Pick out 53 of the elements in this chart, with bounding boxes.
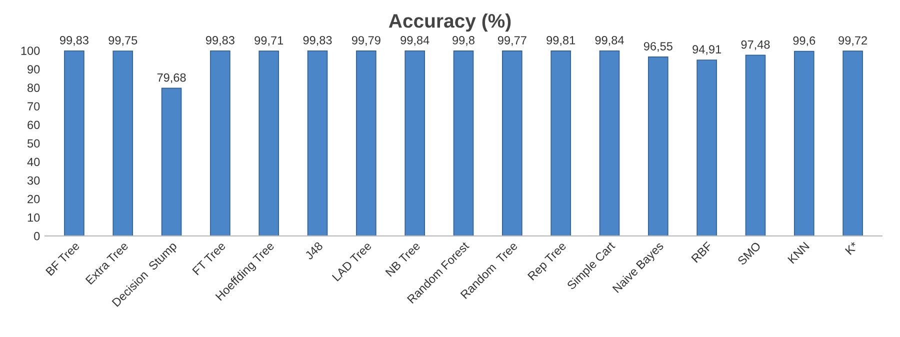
bar (696, 60, 717, 236)
data-label: 99,71 (254, 36, 284, 46)
y-tick-label: 80 (28, 84, 40, 92)
bar (258, 50, 279, 236)
x-tick-label: LAD Tree (332, 241, 372, 282)
bar (745, 54, 766, 236)
y-tick-label: 70 (28, 102, 40, 111)
data-label: 79,68 (157, 73, 186, 84)
bar (112, 50, 134, 236)
data-label: 99,75 (108, 36, 138, 46)
data-label: 99,72 (838, 36, 867, 46)
x-tick-label: FT Tree (192, 241, 226, 276)
y-tick-label: 50 (27, 139, 40, 148)
x-tick-label: K* (844, 241, 859, 255)
data-label: 94,91 (692, 45, 722, 55)
data-label: 99,83 (206, 36, 234, 46)
bar (599, 50, 620, 236)
y-tick-label: 60 (28, 120, 40, 130)
bar (794, 50, 814, 236)
data-label: 99,79 (352, 36, 380, 46)
y-tick-label: 0 (34, 232, 40, 240)
bar (550, 50, 571, 236)
bar (356, 50, 376, 236)
y-tick-label: 30 (27, 176, 40, 185)
y-tick-label: 10 (28, 213, 40, 222)
bar (648, 56, 668, 236)
data-label: 96,55 (644, 42, 672, 52)
bar (453, 50, 474, 236)
bar (404, 50, 425, 236)
bar (64, 50, 84, 236)
x-tick-label: NB Tree (385, 241, 421, 277)
data-label: 99,83 (60, 36, 88, 46)
bar (842, 50, 863, 236)
x-tick-label: J48 (304, 241, 324, 260)
data-label: 99,6 (793, 36, 816, 46)
data-label: 99,83 (303, 36, 332, 46)
bar (161, 88, 182, 236)
data-label: 99,84 (595, 36, 624, 46)
x-tick-label: BF Tree (46, 241, 80, 276)
y-tick-label: 20 (28, 194, 40, 204)
bar (210, 50, 230, 236)
x-tick-label: Rep Tree (527, 241, 568, 282)
data-label: 99,77 (498, 36, 526, 46)
y-tick-label: 100 (21, 46, 40, 55)
y-tick-label: 90 (28, 65, 40, 74)
bar (502, 50, 522, 236)
data-label: 99,84 (400, 36, 430, 46)
data-label: 97,48 (741, 40, 770, 50)
data-label: 99,81 (546, 36, 576, 46)
data-label: 99,8 (452, 36, 474, 46)
chart-title: Accuracy (%) (388, 13, 511, 32)
bar (307, 50, 328, 236)
y-tick-label: 40 (27, 158, 40, 166)
